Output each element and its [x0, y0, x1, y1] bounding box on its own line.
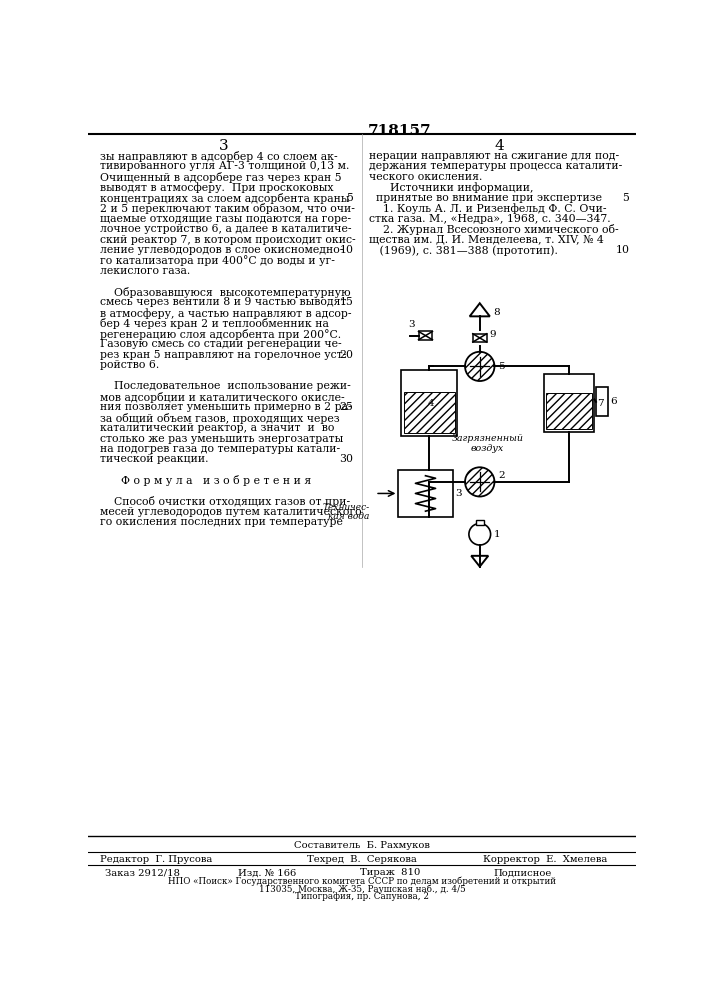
Text: 718157: 718157	[368, 124, 431, 138]
Text: 4: 4	[428, 399, 434, 408]
Text: ния позволяет уменьшить примерно в 2 ра-: ния позволяет уменьшить примерно в 2 ра-	[100, 402, 351, 412]
Text: месей углеводородов путем каталитического: месей углеводородов путем каталитическог…	[100, 507, 361, 517]
Text: за общий объем газов, проходящих через: за общий объем газов, проходящих через	[100, 413, 339, 424]
Text: воздух: воздух	[471, 444, 504, 453]
Text: Последовательное  использование режи-: Последовательное использование режи-	[100, 381, 351, 391]
Text: 2 и 5 переключают таким образом, что очи-: 2 и 5 переключают таким образом, что очи…	[100, 203, 355, 214]
Text: щества им. Д. И. Менделеева, т. XIV, № 4: щества им. Д. И. Менделеева, т. XIV, № 4	[369, 235, 604, 245]
Text: концентрациях за слоем адсорбента краны: концентрациях за слоем адсорбента краны	[100, 193, 349, 204]
Bar	[596, 387, 609, 416]
Text: нерации направляют на сжигание для под-: нерации направляют на сжигание для под-	[369, 151, 619, 161]
Text: Очищенный в адсорбере газ через кран 5: Очищенный в адсорбере газ через кран 5	[100, 172, 341, 183]
Bar	[419, 331, 433, 340]
Text: смесь через вентили 8 и 9 частью выводят: смесь через вентили 8 и 9 частью выводят	[100, 297, 346, 307]
Text: 4: 4	[494, 139, 504, 153]
Bar	[398, 470, 452, 517]
Bar	[402, 370, 457, 436]
Circle shape	[465, 352, 494, 381]
Text: Образовавшуюся  высокотемпературную: Образовавшуюся высокотемпературную	[100, 287, 351, 298]
Text: Изд. № 166: Изд. № 166	[238, 868, 296, 877]
Text: лочное устройство 6, а далее в каталитиче-: лочное устройство 6, а далее в каталитич…	[100, 224, 351, 234]
Text: Типография, пр. Сапунова, 2: Типография, пр. Сапунова, 2	[295, 892, 429, 901]
Text: 3: 3	[409, 320, 415, 329]
Bar	[473, 334, 486, 342]
Text: щаемые отходящие газы подаются на горе-: щаемые отходящие газы подаются на горе-	[100, 214, 351, 224]
Text: 113035, Москва, Ж-35, Раушская наб., д. 4/5: 113035, Москва, Ж-35, Раушская наб., д. …	[259, 885, 465, 894]
Text: рез кран 5 направляют на горелочное уст-: рез кран 5 направляют на горелочное уст-	[100, 350, 346, 360]
Text: ройство 6.: ройство 6.	[100, 360, 159, 370]
Text: бер 4 через кран 2 и теплообменник на: бер 4 через кран 2 и теплообменник на	[100, 318, 329, 329]
Text: 5: 5	[346, 193, 354, 203]
Text: (1969), с. 381—388 (прототип).: (1969), с. 381—388 (прототип).	[369, 245, 558, 256]
Text: Заказ 2912/18: Заказ 2912/18	[105, 868, 180, 877]
Text: 30: 30	[339, 454, 354, 464]
Text: 1: 1	[493, 530, 501, 539]
Text: Техред  В.  Серякова: Техред В. Серякова	[307, 855, 417, 864]
Text: 10: 10	[339, 245, 354, 255]
Text: Тираж  810: Тираж 810	[361, 868, 421, 877]
Text: Техничес-: Техничес-	[322, 503, 370, 512]
Circle shape	[465, 467, 494, 497]
Text: выводят в атмосферу.  При проскоковых: выводят в атмосферу. При проскоковых	[100, 182, 334, 193]
Text: в атмосферу, а частью направляют в адсор-: в атмосферу, а частью направляют в адсор…	[100, 308, 351, 319]
Bar	[544, 374, 595, 432]
Text: 6: 6	[610, 397, 617, 406]
Text: ский реактор 7, в котором происходит окис-: ский реактор 7, в котором происходит оки…	[100, 235, 356, 245]
Text: мов адсорбции и каталитического окисле-: мов адсорбции и каталитического окисле-	[100, 392, 344, 403]
Text: НПО «Поиск» Государственного комитета СССР по делам изобретений и открытий: НПО «Поиск» Государственного комитета СС…	[168, 877, 556, 886]
Text: Корректор  Е.  Хмелева: Корректор Е. Хмелева	[484, 855, 608, 864]
Text: 15: 15	[339, 297, 354, 307]
Text: держания температуры процесса каталити-: держания температуры процесса каталити-	[369, 161, 622, 171]
Text: 20: 20	[339, 350, 354, 360]
Bar	[476, 520, 484, 525]
Text: 2: 2	[498, 471, 505, 480]
Text: 9: 9	[489, 330, 496, 339]
Text: ческого окисления.: ческого окисления.	[369, 172, 482, 182]
Text: 5: 5	[498, 362, 504, 371]
Text: 5: 5	[622, 193, 629, 203]
Text: тической реакции.: тической реакции.	[100, 454, 209, 464]
Text: Подписное: Подписное	[493, 868, 551, 877]
Text: 3: 3	[455, 489, 462, 498]
Text: столько же раз уменьшить энергозатраты: столько же раз уменьшить энергозатраты	[100, 434, 344, 444]
Text: Редактор  Г. Прусова: Редактор Г. Прусова	[100, 855, 213, 864]
Text: 3: 3	[219, 139, 229, 153]
Text: зы направляют в адсорбер 4 со слоем ак-: зы направляют в адсорбер 4 со слоем ак-	[100, 151, 338, 162]
Text: 8: 8	[493, 308, 501, 317]
Text: ление углеводородов в слое окисномедно-: ление углеводородов в слое окисномедно-	[100, 245, 344, 255]
Text: 25: 25	[339, 402, 354, 412]
Text: го окисления последних при температуре: го окисления последних при температуре	[100, 517, 343, 527]
Bar	[404, 392, 455, 433]
Bar	[547, 393, 592, 429]
Text: Источники информации,: Источники информации,	[369, 182, 533, 193]
Text: на подогрев газа до температуры катали-: на подогрев газа до температуры катали-	[100, 444, 340, 454]
Text: го катализатора при 400°С до воды и уг-: го катализатора при 400°С до воды и уг-	[100, 256, 335, 266]
Circle shape	[469, 523, 491, 545]
Text: Ф о р м у л а   и з о б р е т е н и я: Ф о р м у л а и з о б р е т е н и я	[100, 475, 311, 486]
Text: лекислого газа.: лекислого газа.	[100, 266, 190, 276]
Text: стка газа. М., «Недра», 1968, с. 340—347.: стка газа. М., «Недра», 1968, с. 340—347…	[369, 214, 611, 224]
Text: Загрязненный: Загрязненный	[452, 434, 523, 443]
Text: 1. Коуль А. Л. и Ризенфельд Ф. С. Очи-: 1. Коуль А. Л. и Ризенфельд Ф. С. Очи-	[369, 203, 607, 214]
Text: Составитель  Б. Рахмуков: Составитель Б. Рахмуков	[294, 841, 430, 850]
Text: Способ очистки отходящих газов от при-: Способ очистки отходящих газов от при-	[100, 496, 350, 507]
Text: 10: 10	[615, 245, 629, 255]
Text: кая вода: кая вода	[328, 512, 370, 521]
Text: принятые во внимание при экспертизе: принятые во внимание при экспертизе	[369, 193, 602, 203]
Text: 7: 7	[597, 399, 604, 408]
Text: тивированного угля АГ-3 толщиной 0,13 м.: тивированного угля АГ-3 толщиной 0,13 м.	[100, 161, 349, 171]
Text: Газовую смесь со стадии регенерации че-: Газовую смесь со стадии регенерации че-	[100, 339, 341, 349]
Text: 2. Журнал Всесоюзного химического об-: 2. Журнал Всесоюзного химического об-	[369, 224, 619, 235]
Text: регенерацию слоя адсорбента при 200°С.: регенерацию слоя адсорбента при 200°С.	[100, 329, 341, 340]
Text: каталитический реактор, а значит  и  во: каталитический реактор, а значит и во	[100, 423, 334, 433]
